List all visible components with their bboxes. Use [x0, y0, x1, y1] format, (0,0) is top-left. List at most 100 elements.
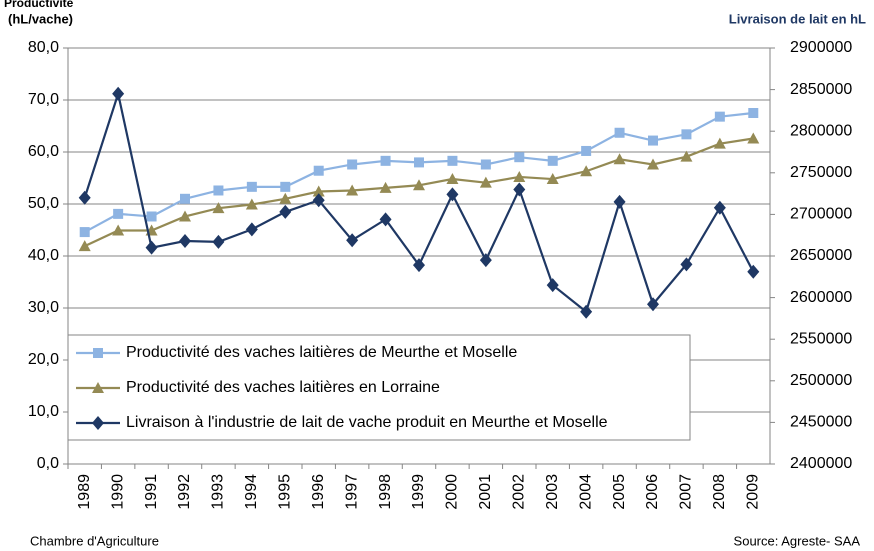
marker — [245, 198, 258, 210]
legend-label: Livraison à l'industrie de lait de vache… — [126, 414, 608, 431]
marker — [146, 211, 157, 222]
marker — [714, 111, 725, 122]
marker — [113, 208, 124, 219]
y2-tick-label: 2700000 — [790, 206, 852, 223]
marker — [447, 155, 458, 166]
x-tick-label: 2007 — [678, 474, 695, 510]
marker — [346, 184, 359, 196]
legend-box — [67, 334, 691, 441]
y-tick-label: 0,0 — [37, 455, 59, 472]
y2-label: Livraison de lait en hL — [729, 11, 866, 26]
marker — [245, 222, 258, 237]
marker — [479, 176, 492, 188]
marker — [379, 181, 392, 193]
x-tick-label: 2000 — [444, 474, 461, 510]
x-tick-label: 2002 — [511, 474, 528, 510]
y-tick-label: 80,0 — [28, 39, 59, 56]
y2-tick-label: 2550000 — [790, 330, 852, 347]
marker — [112, 224, 125, 236]
y-tick-label: 30,0 — [28, 299, 59, 316]
y-tick-label: 20,0 — [28, 351, 59, 368]
footer-right: Source: Agreste- SAA — [734, 533, 861, 548]
marker — [379, 212, 392, 227]
marker — [180, 193, 190, 204]
marker — [547, 155, 558, 166]
marker — [581, 145, 592, 156]
marker — [747, 132, 760, 144]
marker — [313, 165, 324, 176]
marker — [112, 86, 125, 101]
marker — [213, 185, 224, 196]
marker — [513, 182, 526, 197]
x-tick-label: 2003 — [544, 474, 561, 510]
marker — [480, 159, 491, 170]
marker — [212, 234, 225, 249]
marker — [681, 129, 692, 140]
marker — [648, 135, 658, 146]
marker — [312, 185, 325, 197]
y-tick-label: 40,0 — [28, 247, 59, 264]
marker — [613, 153, 626, 165]
x-tick-label: 2009 — [745, 474, 762, 510]
marker — [79, 227, 90, 238]
x-tick-label: 2004 — [577, 474, 594, 510]
x-tick-label: 1993 — [210, 474, 227, 510]
marker — [680, 150, 693, 162]
y2-tick-label: 2500000 — [790, 372, 852, 389]
marker — [380, 155, 391, 166]
marker — [212, 202, 225, 214]
marker — [446, 173, 459, 185]
y2-tick-label: 2450000 — [790, 414, 852, 431]
marker — [479, 253, 492, 268]
marker — [346, 233, 359, 248]
marker — [92, 382, 104, 393]
marker — [279, 192, 292, 204]
y2-tick-label: 2750000 — [790, 164, 852, 181]
x-tick-label: 1997 — [343, 474, 360, 510]
x-tick-label: 2008 — [711, 474, 728, 510]
marker — [713, 137, 726, 149]
marker — [312, 193, 325, 208]
marker — [614, 127, 625, 138]
marker — [145, 240, 158, 255]
x-tick-label: 1995 — [277, 474, 294, 510]
marker — [414, 157, 424, 168]
marker — [514, 152, 525, 163]
marker — [179, 210, 191, 222]
y-tick-label: 10,0 — [28, 403, 59, 420]
y2-tick-label: 2400000 — [790, 455, 852, 472]
marker — [246, 181, 257, 192]
y-tick-label: 60,0 — [28, 143, 59, 160]
marker — [680, 257, 693, 272]
y-tick-label: 70,0 — [28, 91, 59, 108]
series — [79, 108, 759, 238]
marker — [513, 170, 526, 182]
marker — [179, 234, 191, 249]
marker — [92, 416, 104, 430]
marker — [413, 258, 425, 273]
marker — [280, 181, 291, 192]
y2-tick-label: 2600000 — [790, 289, 852, 306]
marker — [446, 187, 459, 202]
x-tick-label: 2005 — [611, 474, 628, 510]
series — [78, 132, 760, 252]
marker — [546, 278, 559, 293]
x-tick-label: 1994 — [243, 474, 260, 510]
y2-tick-label: 2800000 — [790, 122, 852, 139]
marker — [647, 158, 659, 170]
marker — [546, 173, 559, 185]
marker — [580, 165, 593, 177]
y-label-line: Productivité — [4, 0, 74, 10]
marker — [413, 179, 425, 191]
marker — [647, 297, 659, 312]
marker — [93, 348, 103, 358]
x-tick-label: 1991 — [143, 474, 160, 510]
footer-left: Chambre d'Agriculture — [30, 533, 159, 548]
marker — [747, 264, 760, 279]
x-tick-label: 1989 — [76, 474, 93, 510]
marker — [78, 240, 91, 252]
y2-tick-label: 2650000 — [790, 247, 852, 264]
marker — [748, 108, 759, 118]
series — [78, 86, 760, 319]
y2-tick-label: 2900000 — [790, 39, 852, 56]
